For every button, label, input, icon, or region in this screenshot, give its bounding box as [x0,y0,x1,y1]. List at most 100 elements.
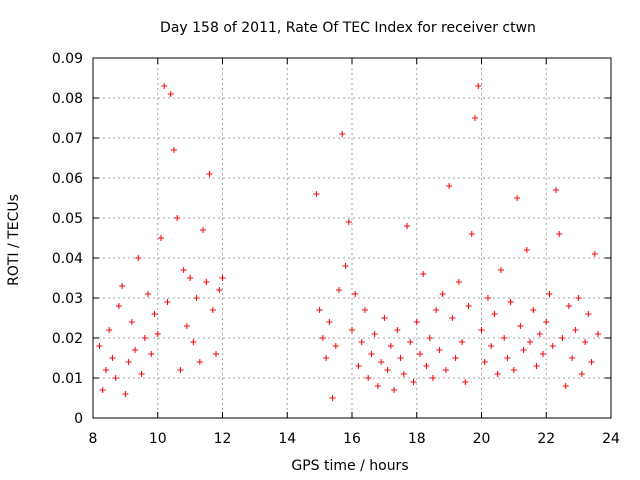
data-point [213,351,220,357]
data-point [345,219,352,225]
data-point [552,187,559,193]
data-point [106,327,113,333]
x-tick-label: 14 [278,431,296,447]
y-tick-label: 0.07 [52,131,83,147]
x-axis-label: GPS time / hours [291,458,408,474]
data-point [339,131,346,137]
data-point [161,83,168,89]
data-point [154,331,161,337]
data-point [387,343,394,349]
data-point [323,355,330,361]
data-point [569,355,576,361]
data-point [514,195,521,201]
data-point [449,315,456,321]
data-point [342,263,349,269]
data-point [371,331,378,337]
data-point [439,291,446,297]
data-point [455,279,462,285]
data-point [572,327,579,333]
data-point [446,183,453,189]
data-point [148,351,155,357]
y-tick-label: 0.03 [52,291,83,307]
y-axis-ticks: 0 0.01 0.02 0.03 0.04 0.05 0.06 0.07 0.08 0.09 [52,51,611,427]
data-point [559,335,566,341]
data-point [504,355,511,361]
data-point [196,359,203,365]
x-tick-label: 8 [89,431,98,447]
data-point [452,355,459,361]
data-point [436,347,443,353]
x-axis-ticks: 8 10 12 14 16 18 20 22 24 [89,58,620,447]
data-point [164,299,171,305]
data-point [174,215,181,221]
data-point [481,359,488,365]
data-point [209,307,216,313]
x-tick-label: 22 [537,431,555,447]
x-tick-label: 12 [214,431,232,447]
data-point [138,371,145,377]
data-point [391,387,398,393]
data-point [206,171,213,177]
data-point [517,323,524,329]
data-point [585,311,592,317]
data-point [429,375,436,381]
data-point [219,275,226,281]
y-axis-label: ROTI / TECUs [6,194,22,286]
data-point [591,251,598,257]
data-point [316,307,323,313]
data-point [122,391,129,397]
grid-lines [93,58,611,418]
data-point [400,371,407,377]
data-point [556,231,563,237]
data-point [565,303,572,309]
data-point [478,327,485,333]
data-point [404,223,411,229]
data-point [420,271,427,277]
y-tick-label: 0.02 [52,331,83,347]
data-point [170,147,177,153]
data-point [135,255,142,261]
data-point [358,339,365,345]
data-point [494,371,501,377]
data-point [527,339,534,345]
data-point [433,307,440,313]
data-point [468,231,475,237]
data-point [546,291,553,297]
x-tick-label: 20 [473,431,491,447]
data-point [530,307,537,313]
data-point [112,375,119,381]
data-point [332,343,339,349]
x-tick-label: 24 [602,431,620,447]
data-point [128,319,135,325]
data-point [462,379,469,385]
y-tick-label: 0.09 [52,51,83,67]
data-point [540,351,547,357]
data-point [336,287,343,293]
data-point [394,327,401,333]
data-point [423,363,430,369]
data-point [115,303,122,309]
x-tick-label: 10 [149,431,167,447]
data-point [497,267,504,273]
y-tick-label: 0.05 [52,211,83,227]
data-point [180,267,187,273]
data-point [488,343,495,349]
data-point [96,343,103,349]
data-point [381,315,388,321]
data-point [102,367,109,373]
data-point [426,335,433,341]
data-point [475,83,482,89]
data-point [99,387,106,393]
data-point [582,339,589,345]
data-point [349,327,355,333]
data-point [313,191,320,197]
data-point [157,235,164,241]
y-tick-label: 0.08 [52,91,83,107]
x-tick-label: 18 [408,431,426,447]
data-point [352,291,359,297]
data-point [183,323,190,329]
y-tick-label: 0 [74,411,83,427]
data-point [562,383,569,389]
data-point [378,359,385,365]
data-point [397,355,404,361]
